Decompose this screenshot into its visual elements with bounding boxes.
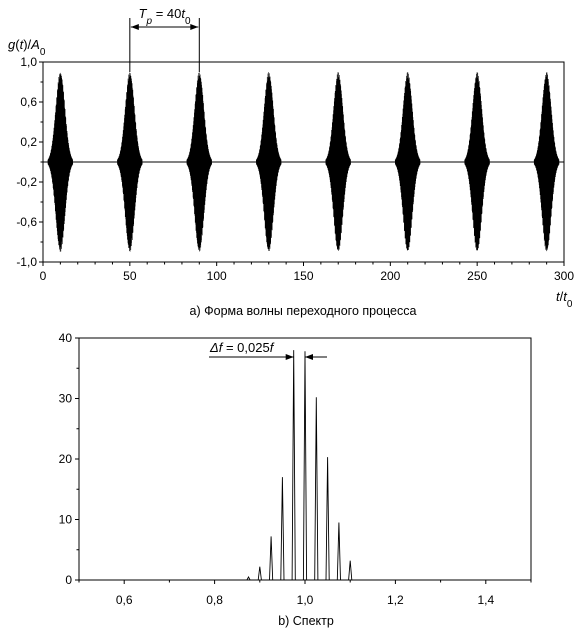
spectrum-x-tick-label: 1,2 [387,593,404,607]
period-annotation-label: Tp = 40t0 [139,6,191,27]
spectrum-x-tick-label: 0,8 [206,593,223,607]
spectrum-line [302,351,308,581]
spectrum-x-tick-label: 1,4 [477,593,494,607]
waveform-y-tick-label: -0,2 [16,175,37,189]
spectrum-line [314,397,319,581]
waveform-y-tick-label: 1,0 [20,55,37,69]
spectrum-line [336,522,341,581]
spectrum-y-tick-label: 30 [59,392,73,406]
waveform-caption: а) Форма волны переходного процесса [190,304,417,318]
waveform-x-tick-label: 50 [123,269,137,283]
spectrum-y-tick-label: 10 [59,513,73,527]
waveform-y-tick-label: -1,0 [16,255,37,269]
spectrum-caption: b) Спектр [278,614,334,628]
delta-f-label: Δf = 0,025f [209,340,275,355]
period-annotation: Tp = 40t0 [129,6,200,72]
waveform-ticks: 0 50 100 150 200 250 300 -1,0 -0,6 -0,2 0,2 0,6 1,0 [16,55,574,283]
spectrum-x-tick-label: 1,0 [297,593,314,607]
waveform-x-tick-label: 150 [293,269,313,283]
waveform-y-tick-label: -0,6 [16,215,37,229]
waveform-burst [464,72,490,251]
delta-f-annotation: Δf = 0,025f [209,340,327,360]
spectrum-y-tick-label: 0 [65,573,72,587]
spectrum-line [291,350,296,581]
waveform-chart: g(t)/A0 t/t0 0 50 100 150 200 250 300 -1,0 -0,6 -… [8,6,574,318]
waveform-burst [117,72,143,252]
waveform-burst [394,72,421,251]
spectrum-line [280,477,285,581]
spectrum-line [269,536,274,581]
spectrum-y-tick-label: 20 [59,452,73,466]
waveform-x-tick-label: 300 [554,269,574,283]
spectrum-line [257,566,262,581]
period-arrow-head [190,24,199,30]
delta-f-arrow-head [305,354,313,360]
waveform-y-tick-label: 0,2 [20,135,37,149]
spectrum-line [325,457,330,581]
spectrum-chart: 0,6 0,8 1,0 1,2 1,4 0 10 20 30 40 Δf = 0,025f b) … [59,331,532,628]
waveform-x-tick-label: 200 [380,269,400,283]
waveform-y-axis-label: g(t)/A0 [8,37,46,58]
waveform-x-tick-label: 100 [207,269,227,283]
waveform-x-tick-label: 250 [467,269,487,283]
waveform-plot [43,72,564,252]
spectrum-ticks: 0,6 0,8 1,0 1,2 1,4 0 10 20 30 40 [59,331,532,607]
spectrum-plot [246,350,353,581]
spectrum-line [246,576,251,581]
waveform-burst [186,72,212,252]
waveform-x-axis-label: t/t0 [556,289,573,310]
spectrum-x-tick-label: 0,6 [116,593,133,607]
spectrum-line [348,560,353,581]
waveform-burst [533,72,560,252]
waveform-y-tick-label: 0,6 [20,95,37,109]
delta-f-arrow-head [285,354,294,360]
waveform-burst [255,72,282,251]
waveform-burst [325,72,351,251]
waveform-x-tick-label: 0 [40,269,47,283]
period-arrow-head [130,24,139,30]
spectrum-y-tick-label: 40 [59,331,73,345]
waveform-burst [47,72,74,252]
